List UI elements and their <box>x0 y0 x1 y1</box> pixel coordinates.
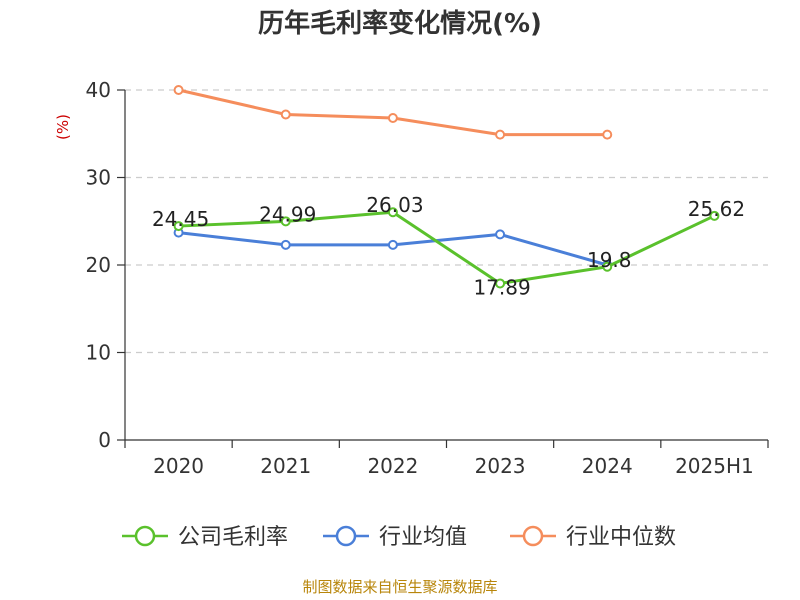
data-label: 24.99 <box>259 202 316 226</box>
data-point <box>280 216 291 227</box>
legend-label: 行业均值 <box>379 525 467 550</box>
data-label: 19.8 <box>587 248 632 272</box>
legend-label: 行业中位数 <box>566 525 676 550</box>
data-point <box>495 129 506 140</box>
x-tick-label: 2024 <box>582 454 633 478</box>
series-line-2 <box>178 88 608 137</box>
legend-marker <box>335 525 357 547</box>
y-tick-label: 0 <box>98 428 111 452</box>
legend-marker <box>522 525 544 547</box>
data-point <box>387 113 398 123</box>
data-label: 25.62 <box>688 197 745 221</box>
source-note: 制图数据来自恒生聚源数据库 <box>302 578 497 596</box>
data-label: 17.89 <box>473 275 530 299</box>
data-point <box>602 261 613 272</box>
x-tick-label: 2022 <box>367 454 418 478</box>
data-point <box>495 278 506 289</box>
legend-label: 公司毛利率 <box>178 525 288 550</box>
legend: 公司毛利率 行业均值 行业中位数 <box>122 525 676 550</box>
data-label: 26.03 <box>366 193 423 217</box>
data-point <box>173 85 184 95</box>
data-label: 24.45 <box>152 207 209 231</box>
series-lines <box>173 85 720 289</box>
y-axis-unit: (%) <box>54 114 72 140</box>
data-point <box>387 239 398 250</box>
x-tick-label: 2020 <box>153 454 204 478</box>
axes: 0 10 20 30 40 2020 2021 2022 2023 2024 2025H1 <box>86 78 769 478</box>
data-point <box>387 207 398 218</box>
y-tick-label: 20 <box>86 253 111 277</box>
data-labels: 24.45 24.99 26.03 17.89 19.8 25.62 <box>152 193 745 299</box>
data-point <box>173 221 184 232</box>
y-tick-label: 30 <box>86 166 111 190</box>
series-line-0 <box>178 210 716 285</box>
data-point <box>602 129 613 140</box>
data-point <box>495 229 506 240</box>
grid-lines <box>125 89 768 354</box>
y-tick-label: 10 <box>86 341 111 365</box>
data-point <box>280 239 291 250</box>
data-point <box>280 109 291 120</box>
data-point <box>709 210 720 221</box>
legend-marker <box>134 525 156 547</box>
x-tick-label: 2023 <box>475 454 526 478</box>
x-tick-label: 2021 <box>260 454 311 478</box>
x-tick-label: 2025H1 <box>675 454 754 478</box>
chart-title: 历年毛利率变化情况(%) <box>258 8 542 39</box>
y-tick-label: 40 <box>86 78 111 102</box>
